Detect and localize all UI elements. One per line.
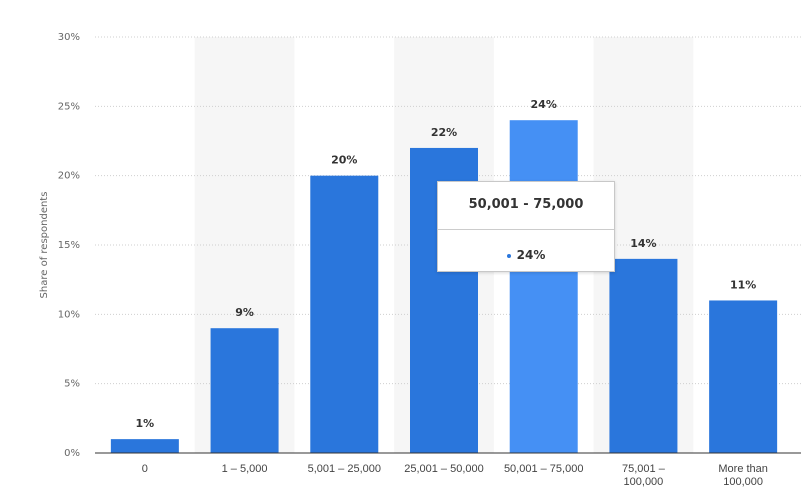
value-label: 20% [331,154,357,167]
y-tick-label: 25% [58,101,80,112]
tooltip-separator [438,229,614,230]
y-tick-label: 20% [58,171,80,182]
x-tick-label: 25,001 – 50,000 [404,463,484,475]
x-tick-label: 5,001 – 25,000 [307,463,381,475]
tooltip-value: 24% [516,248,546,262]
y-tick-label: 15% [58,240,80,251]
y-tick-label: 5% [64,379,80,390]
x-tick-label: 1 – 5,000 [221,463,268,475]
value-label: 11% [730,278,756,291]
tooltip-dot [506,253,511,258]
tooltip: 50,001 - 75,000 24% [437,181,615,272]
x-tick-label: 50,001 – 75,000 [503,463,584,475]
bar [110,439,179,453]
bar [609,258,678,453]
y-tick-label: 30% [58,32,80,43]
value-label: 9% [235,306,254,319]
bar [210,328,279,453]
y-axis-label: Share of respondents [39,192,50,299]
y-tick-label: 0% [64,448,80,459]
bar [709,300,778,453]
y-tick-label: 10% [58,309,80,320]
x-tick-label: 0 [141,463,148,475]
tooltip-title: 50,001 - 75,000 [468,197,584,212]
bar [509,120,578,453]
value-label: 14% [630,237,656,250]
bar [310,175,379,453]
tooltip-value-row: 24% [438,248,614,262]
value-label: 24% [531,98,557,111]
x-tick-label: More than 100,000 [718,463,768,488]
x-tick-label: 75,001 – 100,000 [622,463,665,488]
value-label: 1% [136,417,155,430]
value-label: 22% [431,126,457,139]
